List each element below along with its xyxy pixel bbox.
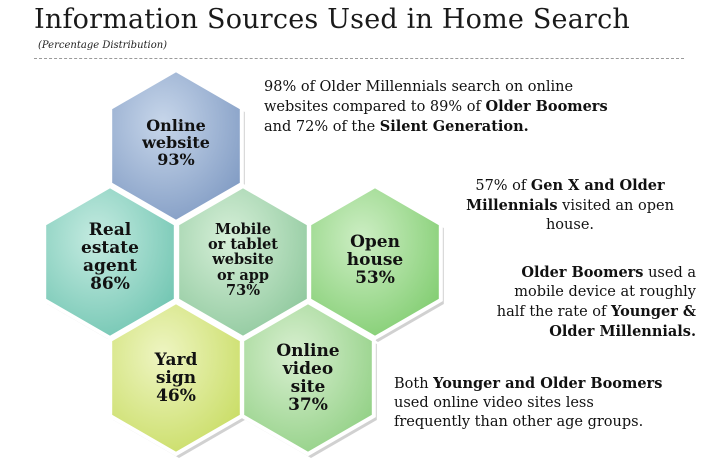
hexagon-open-house bbox=[307, 183, 443, 341]
title-divider bbox=[34, 58, 684, 59]
note-online-video: Both Younger and Older Boomers used onli… bbox=[394, 375, 663, 430]
hexagon-label-online-website: Online website 93% bbox=[142, 116, 210, 169]
hexagon-label-online-video: Online video site 37% bbox=[276, 341, 340, 415]
hexagon-label-mobile-tablet: Mobile or tablet website or app 73% bbox=[207, 221, 279, 299]
page-subtitle: (Percentage Distribution) bbox=[38, 40, 168, 51]
hexagon-label-real-estate-agent: Real estate agent 86% bbox=[81, 220, 139, 294]
hexagon-online-video bbox=[240, 299, 376, 457]
note-mobile-device: Older Boomers used a mobile device at ro… bbox=[496, 264, 696, 340]
note-open-house: 57% of Gen X and Older Millennials visit… bbox=[466, 177, 674, 233]
hexagon-label-open-house: Open house 53% bbox=[346, 232, 404, 288]
note-online-websites: 98% of Older Millennials search on onlin… bbox=[264, 79, 608, 135]
page-title: Information Sources Used in Home Search bbox=[34, 4, 631, 35]
hexagon-label-yard-sign: Yard sign 46% bbox=[154, 350, 198, 406]
